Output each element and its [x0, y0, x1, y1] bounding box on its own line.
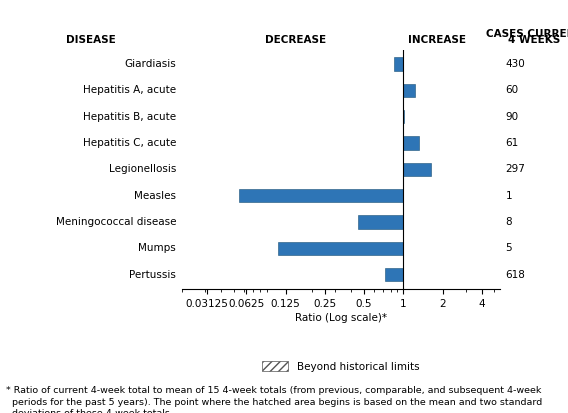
Text: 60: 60: [506, 85, 519, 95]
Text: 430: 430: [506, 59, 525, 69]
X-axis label: Ratio (Log scale)*: Ratio (Log scale)*: [295, 313, 387, 323]
Text: 297: 297: [506, 164, 525, 174]
Text: Mumps: Mumps: [139, 243, 176, 253]
Bar: [278, 242, 403, 255]
Text: 618: 618: [506, 270, 525, 280]
Text: DECREASE: DECREASE: [265, 36, 327, 45]
Text: Meningococcal disease: Meningococcal disease: [56, 217, 176, 227]
Text: 4 WEEKS: 4 WEEKS: [508, 36, 560, 45]
Text: 5: 5: [506, 243, 512, 253]
Text: Hepatitis B, acute: Hepatitis B, acute: [83, 112, 176, 122]
Bar: [403, 136, 419, 150]
Text: 1: 1: [506, 191, 512, 201]
Bar: [403, 110, 404, 123]
Text: INCREASE: INCREASE: [408, 36, 466, 45]
Text: Hepatitis C, acute: Hepatitis C, acute: [83, 138, 176, 148]
Text: CASES CURRENT: CASES CURRENT: [486, 29, 568, 39]
Text: 8: 8: [506, 217, 512, 227]
Bar: [239, 189, 403, 202]
Text: 90: 90: [506, 112, 519, 122]
Text: Measles: Measles: [134, 191, 176, 201]
Text: deviations of these 4-week totals.: deviations of these 4-week totals.: [6, 409, 173, 413]
Text: periods for the past 5 years). The point where the hatched area begins is based : periods for the past 5 years). The point…: [6, 398, 542, 407]
Text: Legionellosis: Legionellosis: [108, 164, 176, 174]
Text: Hepatitis A, acute: Hepatitis A, acute: [83, 85, 176, 95]
Legend: Beyond historical limits: Beyond historical limits: [262, 361, 419, 372]
Bar: [385, 268, 403, 281]
Bar: [403, 84, 415, 97]
Text: * Ratio of current 4-week total to mean of 15 4-week totals (from previous, comp: * Ratio of current 4-week total to mean …: [6, 386, 541, 395]
Text: DISEASE: DISEASE: [66, 36, 116, 45]
Text: 61: 61: [506, 138, 519, 148]
Text: Giardiasis: Giardiasis: [124, 59, 176, 69]
Bar: [358, 216, 403, 228]
Bar: [394, 57, 403, 71]
Text: Pertussis: Pertussis: [129, 270, 176, 280]
Bar: [403, 163, 431, 176]
